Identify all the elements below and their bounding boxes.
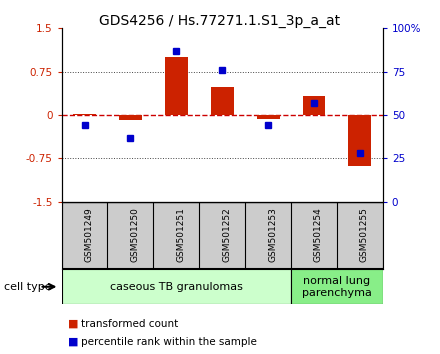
Bar bbox=[73, 114, 96, 115]
Text: GDS4256 / Hs.77271.1.S1_3p_a_at: GDS4256 / Hs.77271.1.S1_3p_a_at bbox=[99, 14, 341, 28]
Text: ■: ■ bbox=[68, 319, 79, 329]
Text: GSM501253: GSM501253 bbox=[268, 207, 277, 262]
Bar bbox=[165, 57, 188, 115]
Text: GSM501255: GSM501255 bbox=[360, 207, 369, 262]
Bar bbox=[119, 115, 142, 120]
Bar bbox=[257, 115, 279, 119]
Text: caseous TB granulomas: caseous TB granulomas bbox=[110, 282, 243, 292]
Bar bbox=[291, 269, 383, 304]
Text: ■: ■ bbox=[68, 337, 79, 347]
Text: GSM501251: GSM501251 bbox=[176, 207, 185, 262]
Text: GSM501250: GSM501250 bbox=[130, 207, 139, 262]
Text: GSM501254: GSM501254 bbox=[314, 207, 323, 262]
Text: transformed count: transformed count bbox=[81, 319, 179, 329]
Bar bbox=[348, 115, 371, 166]
Text: percentile rank within the sample: percentile rank within the sample bbox=[81, 337, 257, 347]
Bar bbox=[211, 87, 234, 115]
Bar bbox=[62, 269, 291, 304]
Text: GSM501252: GSM501252 bbox=[222, 207, 231, 262]
Text: normal lung
parenchyma: normal lung parenchyma bbox=[302, 276, 372, 298]
Text: cell type: cell type bbox=[4, 282, 52, 292]
Bar bbox=[303, 96, 326, 115]
Text: GSM501249: GSM501249 bbox=[84, 207, 94, 262]
